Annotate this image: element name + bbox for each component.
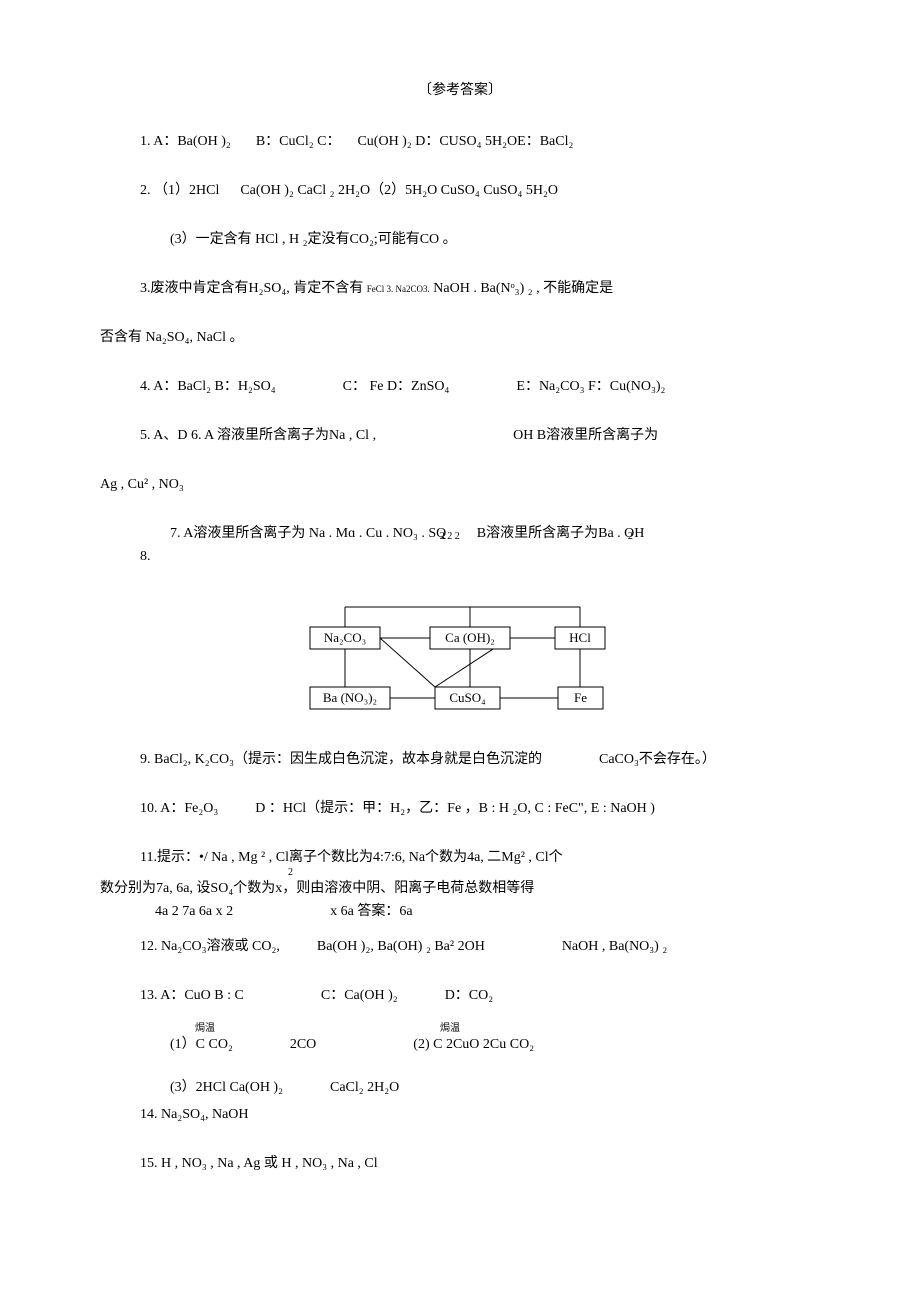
q1-a: 1. A：Ba(OH )₂: [140, 134, 231, 149]
q2-l1: 2. （1）2HCl Ca(OH )₂ CaCl ₂ 2H₂O（2）5H₂O C…: [100, 180, 820, 201]
q12-b: Ba(OH )₂, Ba(OH) ₂ Ba² 2OH: [317, 939, 485, 954]
diagram-svg: Na₂CO₃ Ca (OH)₂ HCl Ba (NO₃)₂ CuSO₄ Fe: [280, 587, 640, 722]
q13: 13. A：CuO B : C C：Ca(OH )₂ D：CO₂: [100, 985, 820, 1006]
q12: 12. Na₂CO₃溶液或 CO₂, Ba(OH )₂, Ba(OH) ₂ Ba…: [100, 936, 820, 957]
q4-b: C： Fe D：ZnSO₄: [343, 379, 450, 394]
q4-c: E：Na₂CO₃ F：Cu(NO₃)₂: [516, 379, 665, 394]
q10-b: D ：HCl（提示：甲：H₂，乙：Fe ，B : H ₂O, C : FeC",…: [255, 801, 655, 816]
q13-3: (3）2HCl Ca(OH )₂ CaCl₂ 2H₂O: [100, 1077, 820, 1098]
answers-title: 〔参考答案〕: [100, 80, 820, 101]
q2-l1b: Ca(OH )₂ CaCl ₂ 2H₂O（2）5H₂O CuSO₄ CuSO₄ …: [240, 183, 558, 198]
q13-1-c: (2) C 2CuO 2Cu CO₂: [413, 1037, 534, 1052]
q9-a: 9. BaCl₂, K₂CO₃（提示：因生成白色沉淀，故本身就是白色沉淀的: [140, 752, 542, 767]
q8-label: 8.: [100, 546, 820, 567]
q13-1-sup2: 焗温: [440, 1024, 460, 1034]
q13-a: 13. A：CuO B : C: [140, 988, 244, 1003]
q11-l3a: 4a 2 7a 6a x 2: [155, 904, 233, 919]
q13-1-sup1: 焗温: [195, 1024, 215, 1034]
q11-l2-wrap: 2 数分别为7a, 6a, 设SO₄个数为x，则由溶液中阴、阳离子电荷总数相等得: [100, 878, 820, 899]
q13-c: D：CO₂: [445, 988, 493, 1003]
q3-l2: 否含有 Na₂SO₄, NaCl 。: [100, 327, 820, 348]
svg-text:Ba (NO₃)₂: Ba (NO₃)₂: [323, 690, 377, 705]
q3-l1: 3.废液中肯定含有H₂SO₄, 肯定不含有 FeCl 3. Na2CO3. Na…: [100, 278, 820, 299]
q3-l1b: FeCl 3. Na2CO3.: [367, 284, 430, 294]
q11-l1: 11.提示：•/ Na , Mg ² , Cl离子个数比为4:7:6, Na个数…: [100, 847, 820, 868]
q13-3b: CaCl₂ 2H₂O: [330, 1080, 399, 1095]
q14: 14. Na₂SO₄, NaOH: [100, 1104, 820, 1125]
svg-text:HCl: HCl: [569, 630, 591, 645]
q15: 15. H , NO₃ , Na , Ag 或 H , NO₃ , Na , C…: [100, 1153, 820, 1174]
q13-1-b: 2CO: [290, 1037, 316, 1052]
q12-a: 12. Na₂CO₃溶液或 CO₂,: [140, 939, 280, 954]
q7-b: B溶液里所含离子为Ba . OH: [477, 526, 645, 541]
q9-b: CaCO₃不会存在。）: [599, 752, 716, 767]
q13-b: C：Ca(OH )₂: [321, 988, 398, 1003]
q5-b: OH B溶液里所含离子为: [513, 428, 658, 443]
q10: 10. A：Fe₂O₃ D ：HCl（提示：甲：H₂，乙：Fe ，B : H ₂…: [100, 798, 820, 819]
q11-l3: 4a 2 7a 6a x 2 x 6a 答案：6a: [100, 901, 820, 922]
q4-a: 4. A：BaCl₂ B：H₂SO₄: [140, 379, 276, 394]
q11-l3b: x 6a 答案：6a: [330, 904, 412, 919]
q11-l2: 数分别为7a, 6a, 设SO₄个数为x，则由溶液中阴、阳离子电荷总数相等得: [100, 881, 534, 896]
svg-text:Ca (OH)₂: Ca (OH)₂: [445, 630, 495, 645]
svg-text:Na₂CO₃: Na₂CO₃: [324, 630, 366, 645]
q12-c: NaOH , Ba(NO₃) ₂: [562, 939, 667, 954]
q2-l1a: 2. （1）2HCl: [140, 183, 219, 198]
q11-sup: 2: [288, 868, 293, 878]
svg-text:CuSO₄: CuSO₄: [449, 690, 486, 705]
q5-a: 5. A、D 6. A 溶液里所含离子为Na , Cl ,: [140, 428, 376, 443]
q10-a: 10. A：Fe₂O₃: [140, 801, 218, 816]
svg-text:Fe: Fe: [574, 690, 587, 705]
q7-sup2: 2: [628, 532, 633, 542]
q8-diagram: Na₂CO₃ Ca (OH)₂ HCl Ba (NO₃)₂ CuSO₄ Fe: [280, 587, 640, 729]
q7-a: 7. A溶液里所含离子为 Na . Mɑ . Cu . NO₃ . SQ: [170, 526, 446, 541]
q13-3a: (3）2HCl Ca(OH )₂: [170, 1080, 283, 1095]
q4: 4. A：BaCl₂ B：H₂SO₄ C： Fe D：ZnSO₄ E：Na₂CO…: [100, 376, 820, 397]
q7: 7. A溶液里所含离子为 Na . Mɑ . Cu . NO₃ . SQ 2 2…: [100, 523, 820, 544]
q3-l1a: 3.废液中肯定含有H₂SO₄, 肯定不含有: [140, 281, 363, 296]
q3-l1c: NaOH . Ba(Nᵒ₃) ₂ , 不能确定是: [433, 281, 613, 296]
q9: 9. BaCl₂, K₂CO₃（提示：因生成白色沉淀，故本身就是白色沉淀的 Ca…: [100, 749, 820, 770]
q1-c: Cu(OH )₂ D：CUSO₄ 5H₂OE：BaCl₂: [357, 134, 573, 149]
q13-1: 焗温 焗温 (1）C CO₂ 2CO (2) C 2CuO 2Cu CO₂: [100, 1034, 820, 1055]
q13-1-a: (1）C CO₂: [170, 1037, 233, 1052]
q1: 1. A：Ba(OH )₂ B：CuCl₂ C： Cu(OH )₂ D：CUSO…: [100, 131, 820, 152]
q2-l2: (3）一定含有 HCl , H ₂定没有CO₂;可能有CO 。: [100, 229, 820, 250]
q1-b: B：CuCl₂ C：: [256, 134, 341, 149]
q7-sup1: 2 2 2: [420, 532, 460, 542]
q6: Ag , Cu² , NO₃: [100, 474, 820, 495]
q5: 5. A、D 6. A 溶液里所含离子为Na , Cl , OH B溶液里所含离…: [100, 425, 820, 446]
